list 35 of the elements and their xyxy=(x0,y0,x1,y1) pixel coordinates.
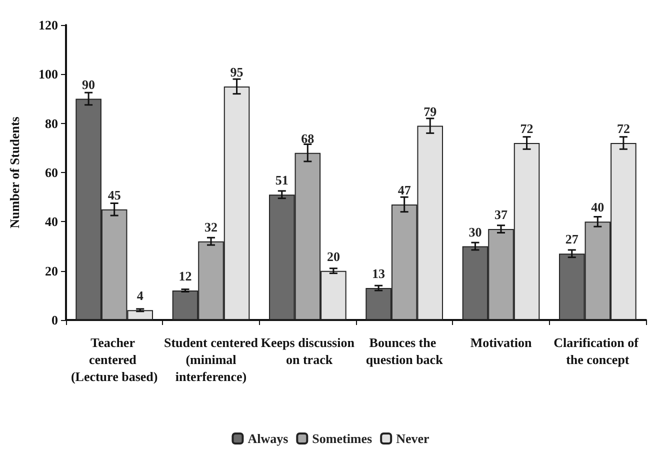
data-label: 12 xyxy=(178,268,192,284)
data-label: 37 xyxy=(494,207,508,222)
legend-label: Always xyxy=(248,431,288,446)
y-axis-title: Number of Students xyxy=(7,116,22,228)
legend-label: Sometimes xyxy=(312,431,372,446)
data-label: 30 xyxy=(468,224,482,240)
data-label: 47 xyxy=(398,182,412,198)
data-label: 4 xyxy=(136,288,144,304)
data-label: 90 xyxy=(82,76,96,92)
data-label: 27 xyxy=(565,232,579,247)
data-label: 72 xyxy=(616,121,630,136)
y-tick-label: 60 xyxy=(45,165,58,180)
x-tick-label: Bounces the question back xyxy=(366,335,444,367)
y-tick-label: 20 xyxy=(45,263,58,278)
y-tick-label: 120 xyxy=(38,18,58,32)
x-tick-label: Motivation xyxy=(470,335,532,350)
data-label: 72 xyxy=(520,121,534,136)
data-label: 45 xyxy=(108,187,122,202)
x-tick-label: Teacher centered (Lecture based) xyxy=(70,335,158,384)
data-label: 68 xyxy=(301,130,315,146)
data-label: 95 xyxy=(230,64,244,80)
x-tick-label: Clarification of the concept xyxy=(554,335,642,367)
x-tick-label: Student centered (minimal interference) xyxy=(164,335,259,384)
y-tick-label: 80 xyxy=(45,116,58,131)
x-tick-label: Keeps discussion on track xyxy=(260,335,356,367)
data-label: 40 xyxy=(591,200,604,215)
y-tick-label: 40 xyxy=(45,214,58,230)
legend-label: Never xyxy=(396,431,430,446)
data-label: 13 xyxy=(372,266,386,282)
data-label: 20 xyxy=(326,248,340,264)
data-label: 79 xyxy=(424,104,438,119)
data-label: 51 xyxy=(275,172,288,188)
data-label: 32 xyxy=(204,219,218,234)
y-tick-label: 100 xyxy=(38,66,58,82)
y-tick-label: 0 xyxy=(52,312,58,328)
